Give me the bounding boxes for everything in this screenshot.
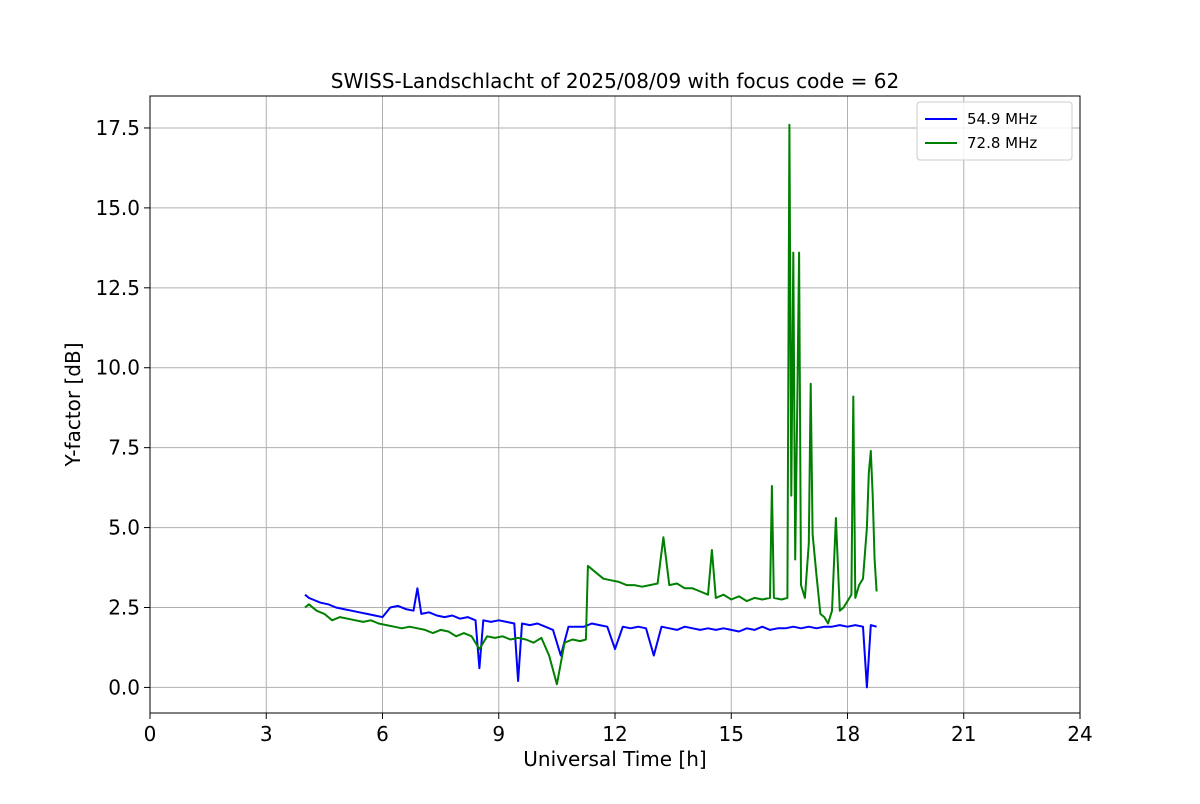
y-tick-label: 10.0 — [95, 356, 140, 380]
x-tick-label: 3 — [260, 722, 273, 746]
y-axis-label: Y-factor [dB] — [61, 342, 85, 467]
y-tick-label: 7.5 — [108, 436, 140, 460]
y-tick-label: 15.0 — [95, 196, 140, 220]
y-tick-label: 17.5 — [95, 116, 140, 140]
x-tick-label: 15 — [719, 722, 744, 746]
y-tick-label: 0.0 — [108, 675, 140, 699]
x-tick-label: 24 — [1067, 722, 1092, 746]
legend-label: 54.9 MHz — [967, 110, 1037, 128]
chart-title: SWISS-Landschlacht of 2025/08/09 with fo… — [331, 69, 899, 93]
x-tick-label: 18 — [835, 722, 860, 746]
legend-label: 72.8 MHz — [967, 134, 1037, 152]
x-tick-label: 6 — [376, 722, 389, 746]
series-line-1 — [304, 587, 877, 689]
legend-box — [916, 101, 1073, 161]
series-lines — [304, 123, 878, 689]
series-line-2 — [304, 123, 878, 686]
y-tick-label: 2.5 — [108, 596, 140, 620]
legend: 54.9 MHz 72.8 MHz — [916, 101, 1073, 161]
x-axis-label: Universal Time [h] — [523, 747, 706, 771]
y-tick-label: 5.0 — [108, 516, 140, 540]
axis-ticks: 0 3 6 9 12 15 18 21 24 0.0 2.5 5.0 7.5 10.0 12.5 15.0 17… — [95, 116, 1092, 746]
x-tick-label: 12 — [602, 722, 627, 746]
y-tick-label: 12.5 — [95, 276, 140, 300]
x-tick-label: 9 — [492, 722, 505, 746]
x-tick-label: 21 — [951, 722, 976, 746]
x-tick-label: 0 — [144, 722, 157, 746]
